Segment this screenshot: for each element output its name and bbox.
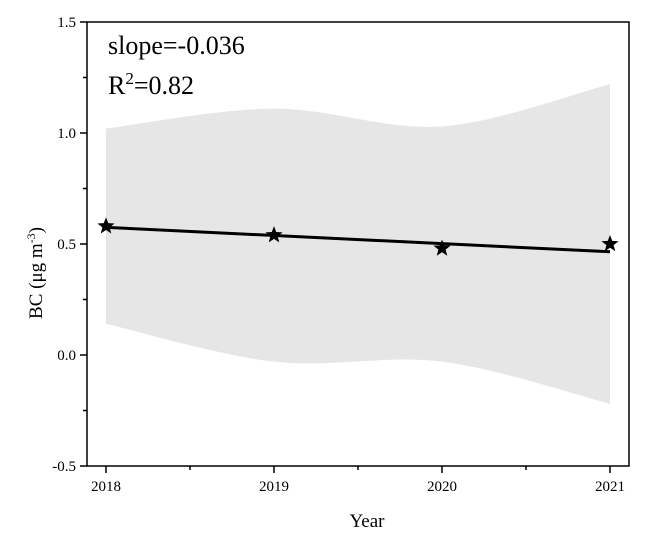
y-axis-title: BC (μg m-3)	[24, 227, 47, 319]
fit-line-layer	[105, 225, 611, 254]
r2-prefix: R	[108, 71, 126, 100]
data-point-2020	[433, 239, 451, 256]
r2-value: =0.82	[134, 71, 194, 100]
y-tick-label-0.5: 0.5	[57, 237, 76, 253]
confidence-band-layer	[106, 84, 610, 404]
y-tick-label-1.0: 1.0	[57, 126, 76, 142]
x-tick-label-2020: 2020	[427, 479, 457, 495]
y-axis-title-main: BC (μg m	[26, 243, 47, 319]
y-axis-title-close: )	[26, 227, 47, 233]
y-tick-label-0.0: 0.0	[57, 348, 76, 364]
x-tick-label-2018: 2018	[91, 479, 121, 495]
data-point-2021	[601, 235, 619, 252]
x-axis-title: Year	[349, 511, 385, 532]
r2-annotation: R2=0.82	[108, 69, 194, 100]
y-axis-ticks: -0.5 0.0 0.5 1.0 1.5	[52, 15, 87, 475]
y-tick-label--0.5: -0.5	[52, 459, 76, 475]
y-tick-label-1.5: 1.5	[57, 15, 76, 31]
fit-line	[105, 225, 611, 254]
confidence-band	[106, 84, 610, 404]
data-points-layer	[97, 217, 619, 256]
x-tick-label-2019: 2019	[259, 479, 289, 495]
y-axis-title-superscript: -3	[24, 233, 38, 243]
x-tick-label-2021: 2021	[595, 479, 625, 495]
r2-superscript: 2	[125, 69, 134, 88]
x-axis-ticks: 2018 2019 2020 2021	[91, 466, 625, 495]
data-point-2019	[265, 226, 283, 243]
data-point-2018	[97, 217, 115, 234]
slope-annotation: slope=-0.036	[108, 31, 245, 60]
